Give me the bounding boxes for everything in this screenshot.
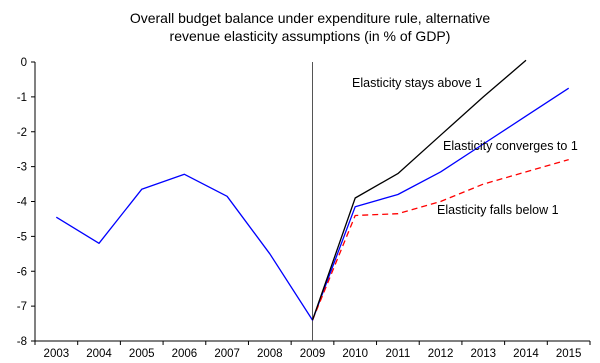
x-tick-label: 2009: [300, 348, 326, 360]
y-tick-label: -5: [17, 231, 27, 243]
x-tick-label: 2006: [172, 348, 198, 360]
y-tick-label: -3: [17, 162, 27, 174]
x-tick-label: 2008: [257, 348, 283, 360]
x-tick-label: 2003: [44, 348, 70, 360]
chart-title: Overall budget balance under expenditure…: [130, 10, 491, 44]
x-tick-label: 2014: [513, 348, 539, 360]
series-lines: [55, 59, 570, 321]
x-tick-label: 2004: [86, 348, 112, 360]
x-tick-label: 2015: [556, 348, 582, 360]
y-axis: 0 -1 -2 -3 -4 -5 -6 -7 -8: [17, 57, 36, 348]
y-tick-label: -8: [17, 336, 27, 348]
series-above-1-line: [311, 59, 527, 321]
x-axis: 2003 2004 2005 2006 2007 2008 2009 2010 2011 2012…: [34, 340, 591, 360]
x-tick-label: 2013: [470, 348, 496, 360]
series-below-1-line: [311, 158, 569, 321]
annotations: Elasticity stays above 1 Elasticity conve…: [352, 76, 578, 217]
y-tick-label: 0: [21, 57, 27, 69]
y-tick-label: -1: [17, 92, 27, 104]
annotation-above-1: Elasticity stays above 1: [352, 76, 482, 90]
x-tick-label: 2010: [342, 348, 368, 360]
chart-title-line-1: Overall budget balance under expenditure…: [130, 10, 491, 26]
y-tick-label: -7: [17, 301, 27, 313]
annotation-converges-1: Elasticity converges to 1: [443, 139, 578, 153]
y-tick-label: -2: [17, 127, 27, 139]
y-tick-label: -6: [17, 266, 27, 278]
x-tick-label: 2007: [214, 348, 240, 360]
y-tick-label: -4: [17, 197, 28, 209]
chart-title-line-2: revenue elasticity assumptions (in % of …: [170, 28, 451, 44]
x-tick-label: 2005: [129, 348, 155, 360]
x-tick-label: 2011: [386, 348, 411, 360]
annotation-below-1: Elasticity falls below 1: [437, 203, 559, 217]
x-tick-label: 2012: [428, 348, 454, 360]
